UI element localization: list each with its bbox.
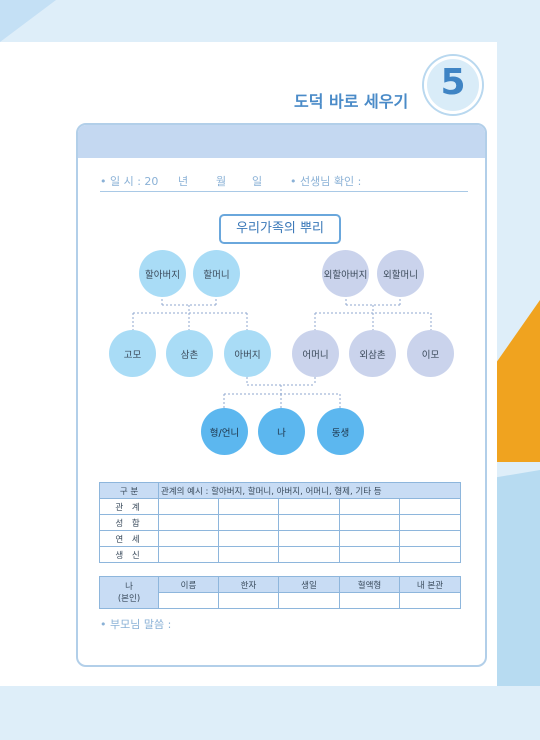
relation-cell[interactable] — [218, 498, 279, 515]
self-birthday-cell[interactable] — [278, 592, 340, 609]
table-row: 성 함 — [99, 514, 462, 531]
relation-table-header-note: 관계의 예시 : 할아버지, 할머니, 아버지, 어머니, 형제, 기타 등 — [157, 482, 462, 499]
node-maternal-grandfather: 외할아버지 — [322, 250, 369, 297]
row-label-name: 성 함 — [99, 514, 159, 531]
row-label-birthday: 생 신 — [99, 546, 159, 563]
background-top-band — [0, 0, 540, 42]
age-cell[interactable] — [398, 530, 462, 547]
background-bottom-band — [0, 686, 540, 740]
age-cell[interactable] — [278, 530, 340, 547]
birthday-cell[interactable] — [278, 546, 340, 563]
name-cell[interactable] — [339, 514, 400, 531]
teacher-check-label: • 선생님 확인 : — [290, 175, 362, 188]
table-row: 생 신 — [99, 546, 462, 563]
self-label-line1: 나 — [125, 581, 133, 592]
month-label: 월 — [216, 175, 227, 188]
node-uncle-paternal: 삼촌 — [166, 330, 213, 377]
birthday-cell[interactable] — [158, 546, 219, 563]
chapter-number: 5 — [440, 62, 466, 103]
node-me: 나 — [258, 408, 305, 455]
relation-cell[interactable] — [339, 498, 400, 515]
node-aunt-maternal: 이모 — [407, 330, 454, 377]
relation-cell[interactable] — [278, 498, 340, 515]
background-corner-triangle — [0, 0, 56, 42]
name-cell[interactable] — [158, 514, 219, 531]
relation-table: 구 분 관계의 예시 : 할아버지, 할머니, 아버지, 어머니, 형제, 기타… — [99, 482, 462, 563]
card-header-bar — [78, 125, 485, 158]
row-label-relation: 관 계 — [99, 498, 159, 515]
year-label: 년 — [178, 175, 189, 188]
family-tree-title: 우리가족의 뿌리 — [219, 214, 341, 244]
relation-cell[interactable] — [398, 498, 462, 515]
self-label-line2: (본인) — [117, 593, 141, 604]
col-name: 이름 — [158, 576, 219, 593]
node-father: 아버지 — [224, 330, 271, 377]
age-cell[interactable] — [218, 530, 279, 547]
row-label-age: 연 세 — [99, 530, 159, 547]
relation-table-header-label: 구 분 — [99, 482, 159, 499]
col-birthday: 생일 — [278, 576, 340, 593]
name-cell[interactable] — [278, 514, 340, 531]
birthday-cell[interactable] — [398, 546, 462, 563]
col-blood-type: 혈액형 — [339, 576, 400, 593]
self-name-cell[interactable] — [158, 592, 219, 609]
page-title: 도덕 바로 세우기 — [294, 92, 409, 111]
birthday-cell[interactable] — [339, 546, 400, 563]
table-row: 관 계 — [99, 498, 462, 515]
age-cell[interactable] — [158, 530, 219, 547]
col-hanja: 한자 — [218, 576, 279, 593]
table-row: 연 세 — [99, 530, 462, 547]
node-older-sibling: 형/언니 — [201, 408, 248, 455]
self-origin-cell[interactable] — [399, 592, 461, 609]
self-hanja-cell[interactable] — [218, 592, 279, 609]
name-cell[interactable] — [398, 514, 462, 531]
age-cell[interactable] — [339, 530, 400, 547]
parents-comment-label: • 부모님 말씀 : — [100, 618, 172, 631]
table-row — [100, 592, 461, 609]
info-line: • 일 시 : 20 년 월 일 • 선생님 확인 : — [100, 173, 468, 192]
node-maternal-grandmother: 외할머니 — [377, 250, 424, 297]
self-label: 나 (본인) — [99, 576, 159, 609]
name-cell[interactable] — [218, 514, 279, 531]
node-mother: 어머니 — [292, 330, 339, 377]
self-table: 나 (본인) 이름 한자 생일 혈액형 내 본관 — [99, 576, 461, 609]
col-origin: 내 본관 — [399, 576, 461, 593]
node-uncle-maternal: 외삼촌 — [349, 330, 396, 377]
node-grandmother: 할머니 — [193, 250, 240, 297]
day-label: 일 — [252, 175, 263, 188]
birthday-cell[interactable] — [218, 546, 279, 563]
node-grandfather: 할아버지 — [139, 250, 186, 297]
node-younger-sibling: 동생 — [317, 408, 364, 455]
relation-cell[interactable] — [158, 498, 219, 515]
date-label: • 일 시 : 20 — [100, 175, 159, 188]
self-blood-type-cell[interactable] — [339, 592, 400, 609]
node-aunt-paternal: 고모 — [109, 330, 156, 377]
chapter-badge: 5 — [424, 56, 482, 114]
